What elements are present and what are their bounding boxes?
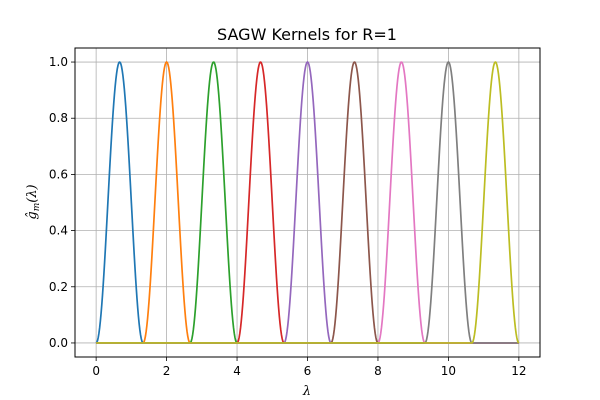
y-tick-label: 0.6 (49, 167, 68, 181)
x-tick-label: 12 (511, 364, 526, 378)
x-tick-label: 0 (92, 364, 100, 378)
y-tick-label: 0.8 (49, 111, 68, 125)
y-tick-label: 0.4 (49, 224, 68, 238)
y-tick-label: 0.2 (49, 280, 68, 294)
y-axis-label-main: ĝ (25, 211, 40, 219)
x-tick-label: 4 (233, 364, 241, 378)
x-tick-label: 2 (163, 364, 171, 378)
ticks: 0 2 4 6 8 10 12 0.0 0.2 0.4 0.6 0.8 1.0 (49, 55, 527, 378)
series-group (95, 60, 520, 344)
y-tick-label: 1.0 (49, 55, 68, 69)
kernel-line-9 (96, 61, 520, 344)
y-axis-label-sub: m (32, 203, 42, 212)
x-tick-label: 6 (304, 364, 312, 378)
chart-title: SAGW Kernels for R=1 (217, 25, 397, 44)
x-axis-label: λ (302, 384, 311, 399)
x-tick-label: 10 (441, 364, 456, 378)
y-axis-label-arg: (λ) (25, 184, 40, 202)
grid (75, 48, 540, 357)
y-axis-label: ĝm(λ) (25, 184, 42, 219)
y-tick-label: 0.0 (49, 336, 68, 350)
x-tick-label: 8 (374, 364, 382, 378)
